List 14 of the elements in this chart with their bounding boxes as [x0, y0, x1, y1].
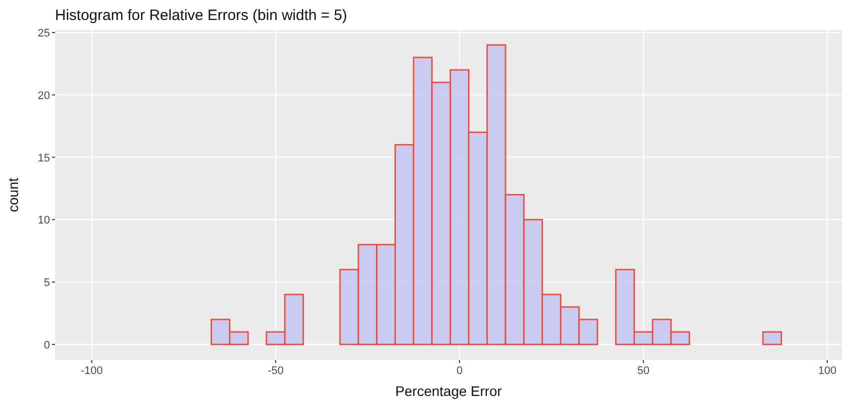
x-tick-label: 100 — [818, 365, 836, 377]
x-tick-label: -50 — [268, 365, 284, 377]
y-tick-label: 5 — [44, 277, 50, 290]
y-axis-title: count — [5, 178, 21, 212]
y-tick-label: 20 — [38, 90, 50, 102]
chart-title: Histogram for Relative Errors (bin width = 5) — [55, 7, 348, 24]
y-tick-label: 25 — [38, 27, 50, 40]
x-tick-label: -100 — [80, 365, 103, 377]
y-tick-label: 15 — [38, 152, 50, 164]
x-tick-label: 50 — [637, 365, 650, 377]
y-tick-label: 10 — [38, 214, 50, 227]
y-tick-label: 0 — [44, 339, 50, 352]
x-tick-label: 0 — [456, 365, 463, 377]
x-axis-title: Percentage Error — [395, 383, 502, 399]
